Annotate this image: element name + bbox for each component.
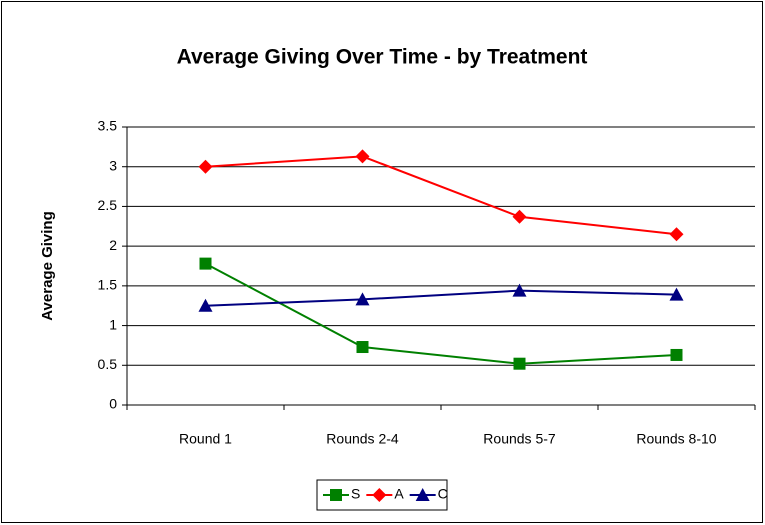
x-tick-label: Round 1 [179, 431, 232, 447]
y-tick-label: 2 [109, 237, 117, 253]
legend-marker [330, 489, 342, 501]
data-point [355, 149, 370, 164]
chart-title: Average Giving Over Time - by Treatment [177, 46, 588, 69]
series-line [205, 155, 677, 236]
y-tick-label: 0 [109, 396, 117, 412]
x-tick-label: Rounds 2-4 [326, 431, 399, 447]
y-axis-title: Average Giving [39, 211, 56, 320]
x-tick-label: Rounds 8-10 [636, 431, 716, 447]
y-tick-label: 1.5 [98, 277, 118, 293]
legend-label: A [394, 486, 404, 502]
y-tick-label: 0.5 [98, 356, 118, 372]
data-point [512, 209, 527, 224]
data-point [198, 298, 213, 312]
series-line [205, 289, 677, 307]
data-point [199, 257, 212, 270]
y-tick-label: 2.5 [98, 197, 118, 213]
data-point [198, 159, 213, 174]
data-point [670, 348, 683, 361]
legend-marker [415, 488, 430, 501]
legend-label: C [438, 486, 448, 502]
data-point [513, 357, 526, 370]
x-tick-label: Rounds 5-7 [483, 431, 556, 447]
series-line [205, 262, 677, 365]
data-point [669, 287, 684, 301]
y-tick-label: 1 [109, 316, 117, 332]
data-point [355, 292, 370, 306]
y-tick-label: 3 [109, 157, 117, 173]
data-point [356, 341, 369, 354]
data-point [512, 283, 527, 297]
data-point [669, 227, 684, 242]
legend-marker [372, 488, 387, 502]
y-tick-label: 3.5 [98, 118, 118, 134]
legend-label: S [351, 486, 360, 502]
